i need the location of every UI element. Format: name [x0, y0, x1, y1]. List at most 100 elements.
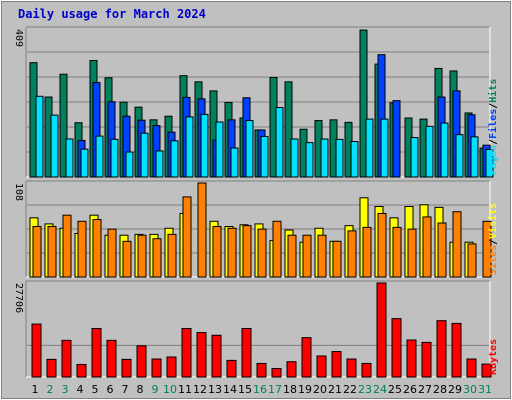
bar-sites-day-7	[122, 240, 132, 278]
chart-title: Daily usage for March 2024	[18, 7, 206, 21]
bar-kbytes-day-5	[91, 327, 102, 378]
y-max-label: 409	[13, 29, 24, 47]
x-tick-label: 1	[32, 383, 39, 396]
x-tick-label: 28	[433, 383, 447, 396]
bar-pages-day-31	[485, 148, 494, 178]
bar-pages-day-12	[200, 113, 209, 178]
bar-pages-day-10	[170, 140, 179, 178]
x-tick-label: 21	[328, 383, 342, 396]
x-tick-label: 7	[122, 383, 129, 396]
legend-kbytes: KBytes	[488, 339, 499, 375]
x-tick-label: 18	[283, 383, 297, 396]
bar-kbytes-day-19	[301, 337, 312, 378]
bar-pages-day-20	[320, 138, 329, 178]
bar-sites-day-20	[317, 234, 327, 278]
bar-sites-day-28	[437, 222, 447, 278]
bar-kbytes-day-20	[316, 355, 327, 378]
bar-kbytes-day-12	[196, 332, 207, 378]
bar-pages-day-23	[365, 118, 374, 178]
bar-sites-day-17	[272, 220, 282, 278]
x-tick-label: 23	[358, 383, 372, 396]
panel-visits-sites: 108 Sites/Visits	[13, 180, 499, 278]
bar-pages-day-4	[80, 148, 89, 178]
bar-sites-day-6	[107, 228, 117, 278]
y-max-label: 27706	[13, 283, 24, 313]
bar-pages-day-13	[215, 121, 224, 178]
x-tick-label: 26	[403, 383, 417, 396]
bar-pages-day-24	[380, 118, 389, 178]
bar-sites-day-15	[242, 225, 252, 278]
bar-sites-day-19	[302, 234, 312, 278]
x-tick-label: 24	[373, 383, 387, 396]
bar-pages-day-6	[110, 138, 119, 178]
x-tick-label: 11	[178, 383, 192, 396]
bar-kbytes-day-16	[256, 362, 267, 378]
bar-sites-day-2	[47, 226, 57, 278]
bar-pages-day-5	[95, 135, 104, 178]
day-axis-labels: 1 2 3 4 5 6 7 8 9 10 11 12 13 14 15 16 17 18 19 20 21 22 23 24 2…	[32, 383, 493, 396]
x-tick-label: 9	[152, 383, 159, 396]
bar-pages-day-2	[50, 114, 59, 178]
bar-pages-day-19	[305, 142, 314, 178]
bar-pages-day-15	[245, 120, 254, 178]
bar-kbytes-day-7	[121, 358, 132, 378]
bar-kbytes-day-8	[136, 345, 147, 378]
bar-hits-day-18	[284, 81, 293, 178]
bar-kbytes-day-21	[331, 351, 342, 378]
legend-visits-sites: Sites/Visits	[487, 203, 499, 275]
x-tick-label: 12	[193, 383, 207, 396]
bar-kbytes-day-3	[61, 339, 72, 378]
legend-hits: Hits	[487, 79, 499, 103]
bar-hits-day-23	[359, 29, 368, 178]
bar-sites-day-9	[152, 238, 162, 278]
x-tick-label: 20	[313, 383, 327, 396]
legend-kbytes: KBytes	[488, 339, 499, 375]
x-tick-label: 19	[298, 383, 312, 396]
legend-separator: /	[488, 139, 499, 145]
bar-sites-day-10	[167, 233, 177, 278]
x-tick-label: 4	[77, 383, 84, 396]
legend-pages: Pages	[488, 145, 499, 175]
bar-kbytes-day-27	[421, 341, 432, 378]
bar-pages-day-28	[440, 122, 449, 178]
x-tick-label: 17	[268, 383, 282, 396]
bar-kbytes-day-10	[166, 356, 177, 378]
legend-sites: Sites	[487, 245, 499, 275]
y-max-label: 108	[13, 183, 24, 201]
bar-sites-day-25	[392, 226, 402, 278]
bar-sites-day-26	[407, 228, 417, 278]
x-tick-label: 25	[388, 383, 402, 396]
bar-kbytes-day-23	[361, 362, 372, 378]
bar-sites-day-18	[287, 234, 297, 278]
bar-pages-day-11	[185, 116, 194, 178]
bar-pages-day-17	[275, 107, 284, 178]
bar-pages-day-22	[350, 141, 359, 178]
bar-pages-day-1	[35, 95, 44, 178]
x-tick-label: 8	[137, 383, 144, 396]
bar-sites-day-23	[362, 226, 372, 278]
legend-separator: /	[488, 239, 499, 245]
bar-kbytes-day-24	[376, 282, 387, 378]
x-tick-label: 3	[62, 383, 69, 396]
x-tick-label: 31	[478, 383, 492, 396]
x-tick-label: 16	[253, 383, 267, 396]
bar-kbytes-day-2	[46, 358, 57, 378]
bar-kbytes-day-25	[391, 318, 402, 378]
bar-pages-day-16	[260, 135, 269, 178]
bar-kbytes-day-31	[481, 363, 492, 378]
bar-sites-day-29	[452, 211, 462, 278]
bar-sites-day-16	[257, 228, 267, 278]
x-tick-label: 30	[463, 383, 477, 396]
bar-pages-day-14	[230, 147, 239, 178]
bar-sites-day-4	[77, 220, 87, 278]
bar-pages-day-27	[425, 125, 434, 178]
legend-separator: /	[488, 103, 499, 109]
bar-kbytes-day-14	[226, 359, 237, 378]
bar-kbytes-day-4	[76, 363, 87, 378]
bar-sites-day-5	[92, 219, 102, 278]
bar-pages-day-18	[290, 138, 299, 178]
bar-hits-day-3	[59, 73, 68, 178]
bar-kbytes-day-13	[211, 334, 222, 378]
